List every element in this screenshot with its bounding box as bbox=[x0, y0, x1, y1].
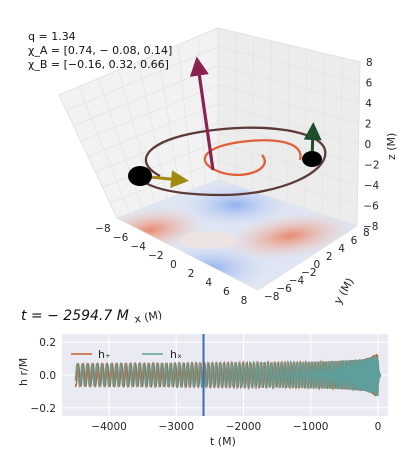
legend: h₊ hₓ bbox=[71, 348, 182, 361]
x-tick-label: 8 bbox=[241, 295, 248, 307]
waveform-x-tick: −2000 bbox=[226, 421, 262, 433]
x-tick-label: −6 bbox=[113, 232, 129, 244]
y-tick-label: −2 bbox=[301, 267, 316, 279]
y-tick-label: 4 bbox=[338, 243, 345, 255]
y-tick-label: 8 bbox=[363, 227, 370, 239]
y-tick-label: 0 bbox=[314, 259, 321, 271]
time-label: t = − 2594.7 M bbox=[21, 308, 129, 324]
orbit-a-path bbox=[203, 139, 302, 177]
x-tick-label: 2 bbox=[188, 268, 195, 280]
black-hole-b bbox=[302, 151, 322, 167]
orbit-b-path bbox=[136, 126, 327, 197]
x-tick-label: −2 bbox=[148, 250, 163, 262]
x-tick-label: −4 bbox=[131, 241, 147, 253]
wall-gridline bbox=[356, 61, 361, 227]
waveform-x-tick: −4000 bbox=[91, 421, 127, 433]
x-tick-label: 4 bbox=[205, 277, 212, 289]
orbital-momentum-arrow bbox=[189, 56, 215, 171]
spin-a-label: χ_A = [0.74, − 0.08, 0.14] bbox=[28, 44, 172, 57]
waveform-ticks: −4000 −3000 −2000 −1000 0 0.2 0.0 −0.2 bbox=[31, 337, 382, 433]
z-tick-label: 0 bbox=[365, 139, 372, 151]
y-tick-label: −8 bbox=[264, 291, 279, 303]
z-tick-label: 8 bbox=[366, 57, 373, 69]
spin-b-label: χ_B = [−0.16, 0.32, 0.66] bbox=[28, 58, 169, 71]
legend-h-plus-label: h₊ bbox=[98, 348, 111, 361]
wall-gridline bbox=[217, 27, 361, 63]
z-tick-label: −4 bbox=[364, 180, 380, 192]
y-tick-label: 2 bbox=[326, 251, 333, 263]
y-tick-label: 6 bbox=[351, 235, 358, 247]
legend-h-cross-label: hₓ bbox=[170, 348, 182, 361]
waveform-x-tick: −1000 bbox=[293, 421, 329, 433]
mass-ratio-label: q = 1.34 bbox=[28, 30, 76, 43]
wall-gridline bbox=[80, 84, 219, 142]
z-tick-label: 2 bbox=[365, 119, 372, 131]
y-tick-label: −4 bbox=[289, 275, 305, 287]
waveform-x-label: t (M) bbox=[210, 435, 236, 448]
z-tick-label: −8 bbox=[363, 221, 378, 233]
series-h-cross bbox=[74, 354, 382, 397]
wall-gridline bbox=[177, 44, 194, 190]
wall-gridline bbox=[217, 65, 360, 104]
wall-gridline bbox=[87, 103, 219, 157]
panel-waveform: −4000 −3000 −2000 −1000 0 0.2 0.0 −0.2 t (M) h … bbox=[17, 334, 388, 448]
y-axis-label: y (M) bbox=[331, 276, 356, 307]
z-tick-label: 4 bbox=[365, 98, 372, 110]
waveform-x-tick: 0 bbox=[375, 421, 382, 433]
x-axis-label: x (M) bbox=[133, 308, 163, 326]
wall-gridline bbox=[321, 53, 325, 215]
z-tick-label: −6 bbox=[363, 201, 379, 213]
wall-gridline bbox=[339, 57, 343, 221]
z-axis-label: z (M) bbox=[385, 133, 398, 160]
x-tick-label: −8 bbox=[95, 223, 110, 235]
z-tick-label: 6 bbox=[366, 78, 373, 90]
wall-gridline bbox=[217, 103, 359, 145]
x-tick-label: 0 bbox=[170, 259, 177, 271]
wall-gridline bbox=[217, 46, 360, 83]
waveform-x-tick: −3000 bbox=[159, 421, 195, 433]
z-tick-label: −2 bbox=[364, 160, 379, 172]
wall-gridline bbox=[58, 27, 219, 96]
wall-gridline bbox=[217, 84, 359, 124]
waveform-y-label: h r/M bbox=[17, 358, 30, 386]
x-tick-label: 6 bbox=[223, 286, 230, 298]
waveform-y-tick: −0.2 bbox=[31, 403, 57, 415]
waveform-y-tick: 0.0 bbox=[39, 370, 56, 382]
waveform-y-tick: 0.2 bbox=[39, 337, 56, 349]
y-tick-label: −6 bbox=[276, 283, 292, 295]
black-hole-a bbox=[128, 166, 152, 186]
